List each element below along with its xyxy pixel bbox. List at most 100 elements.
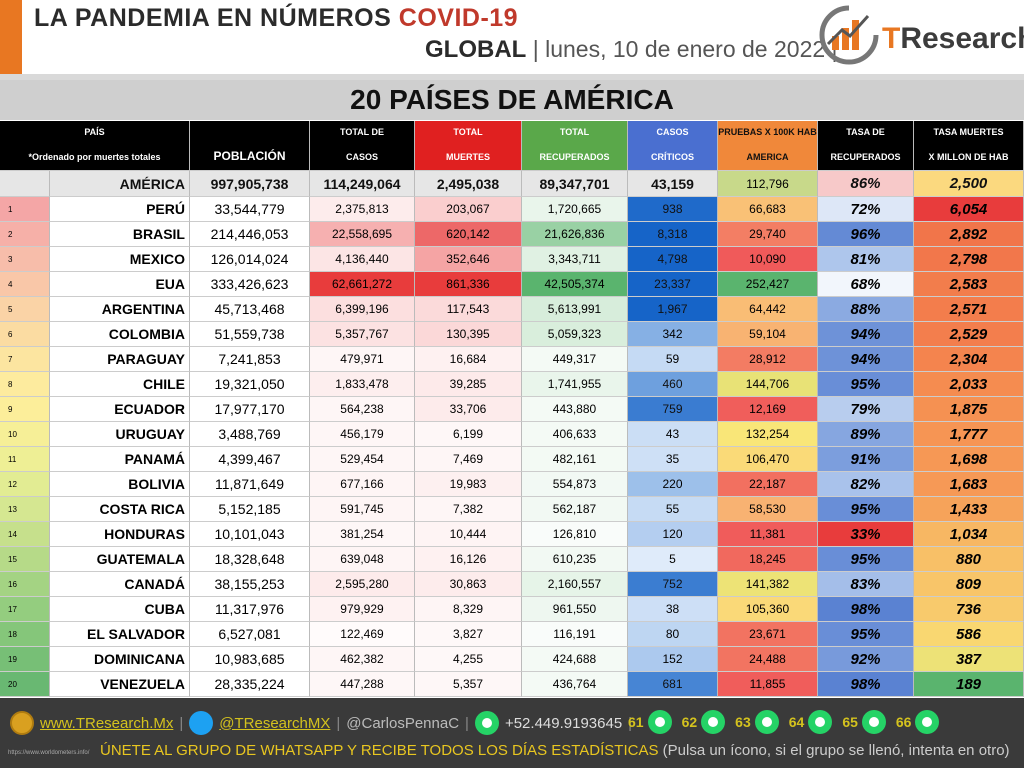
col-header-muertes: TOTAL MUERTES: [415, 121, 522, 171]
cell-recuperados: 482,161: [522, 447, 628, 472]
twitter-link[interactable]: @TResearchMX: [219, 714, 331, 732]
cell-tasa-m: 1,875: [914, 397, 1024, 422]
total-recuperados: 89,347,701: [522, 171, 628, 197]
col-header-casos-top: TOTAL DE: [339, 127, 384, 138]
col-header-tasa-rec: TASA DE RECUPERADOS: [818, 121, 914, 171]
whatsapp-group-63[interactable]: 63: [735, 710, 779, 734]
cell-rank: 7: [0, 347, 50, 372]
cell-pruebas: 66,683: [718, 197, 818, 222]
cell-criticos: 681: [628, 672, 718, 697]
footer-cta: ÚNETE AL GRUPO DE WHATSAPP Y RECIBE TODO…: [100, 742, 1010, 759]
col-header-poblacion-label: POBLACIÓN: [213, 149, 286, 164]
cell-criticos: 938: [628, 197, 718, 222]
whatsapp-group-64[interactable]: 64: [789, 710, 833, 734]
cell-tasa-rec: 88%: [818, 297, 914, 322]
col-header-pruebas-top: PRUEBAS X 100K HAB: [718, 127, 817, 138]
cell-criticos: 38: [628, 597, 718, 622]
whatsapp-group-66[interactable]: 66: [896, 710, 940, 734]
cell-poblacion: 6,527,081: [190, 622, 310, 647]
divider: [0, 74, 1024, 80]
cell-name: PARAGUAY: [50, 347, 190, 372]
whatsapp-group-65[interactable]: 65: [842, 710, 886, 734]
col-header-muertes-bottom: MUERTES: [445, 151, 490, 162]
cell-rank: 13: [0, 497, 50, 522]
cell-muertes: 130,395: [415, 322, 522, 347]
cell-tasa-rec: 94%: [818, 322, 914, 347]
cell-recuperados: 562,187: [522, 497, 628, 522]
cell-tasa-rec: 82%: [818, 472, 914, 497]
cell-pruebas: 11,381: [718, 522, 818, 547]
cell-poblacion: 45,713,468: [190, 297, 310, 322]
header-accent-strip: [0, 0, 22, 74]
whatsapp-icon: [808, 710, 833, 734]
source-url[interactable]: https://www.worldometers.info/: [8, 750, 90, 756]
cell-tasa-rec: 95%: [818, 497, 914, 522]
cell-pruebas: 105,360: [718, 597, 818, 622]
col-header-tasa-m-top: TASA MUERTES: [933, 127, 1004, 138]
cell-rank: 12: [0, 472, 50, 497]
globe-icon: [10, 711, 34, 735]
twitter-icon: [189, 711, 214, 735]
cell-name: CUBA: [50, 597, 190, 622]
cell-tasa-rec: 92%: [818, 647, 914, 672]
cell-poblacion: 28,335,224: [190, 672, 310, 697]
cell-poblacion: 17,977,170: [190, 397, 310, 422]
total-poblacion: 997,905,738: [190, 171, 310, 197]
cell-rank: 6: [0, 322, 50, 347]
cell-tasa-rec: 33%: [818, 522, 914, 547]
cta-text: ÚNETE AL GRUPO DE WHATSAPP Y RECIBE TODO…: [100, 742, 659, 759]
section-title-bar: 20 PAÍSES DE AMÉRICA: [0, 80, 1024, 120]
cell-tasa-rec: 96%: [818, 222, 914, 247]
whatsapp-icon: [861, 710, 886, 734]
col-header-tasa-m-bottom: X MILLON DE HAB: [928, 151, 1009, 162]
cell-pruebas: 58,530: [718, 497, 818, 522]
cell-rank: 20: [0, 672, 50, 697]
cell-criticos: 5: [628, 547, 718, 572]
footer-contacts: www.TResearch.Mx | @TResearchMX | @Carlo…: [10, 708, 632, 738]
cell-recuperados: 21,626,836: [522, 222, 628, 247]
cell-pruebas: 252,427: [718, 272, 818, 297]
cell-criticos: 55: [628, 497, 718, 522]
cell-casos: 1,833,478: [310, 372, 415, 397]
cell-criticos: 8,318: [628, 222, 718, 247]
cell-tasa-rec: 91%: [818, 447, 914, 472]
cell-poblacion: 38,155,253: [190, 572, 310, 597]
cell-tasa-m: 1,683: [914, 472, 1024, 497]
cell-rank: 18: [0, 622, 50, 647]
cell-pruebas: 28,912: [718, 347, 818, 372]
cell-criticos: 220: [628, 472, 718, 497]
tresearch-logo[interactable]: TResearch: [818, 4, 1024, 70]
website-link[interactable]: www.TResearch.Mx: [40, 714, 174, 732]
twitter-link-2[interactable]: @CarlosPennaC: [346, 714, 460, 732]
whatsapp-group-number: 65: [842, 714, 858, 730]
footer: www.TResearch.Mx | @TResearchMX | @Carlo…: [0, 698, 1024, 768]
cell-tasa-rec: 95%: [818, 372, 914, 397]
cell-casos: 529,454: [310, 447, 415, 472]
cell-tasa-m: 2,529: [914, 322, 1024, 347]
cell-pruebas: 106,470: [718, 447, 818, 472]
whatsapp-group-61[interactable]: 61: [628, 710, 672, 734]
cell-tasa-rec: 89%: [818, 422, 914, 447]
cell-muertes: 117,543: [415, 297, 522, 322]
cell-recuperados: 1,720,665: [522, 197, 628, 222]
cell-muertes: 7,469: [415, 447, 522, 472]
cell-criticos: 4,798: [628, 247, 718, 272]
cell-rank: 15: [0, 547, 50, 572]
cell-rank: 1: [0, 197, 50, 222]
cell-tasa-m: 1,777: [914, 422, 1024, 447]
cell-muertes: 16,126: [415, 547, 522, 572]
cell-tasa-m: 809: [914, 572, 1024, 597]
whatsapp-group-62[interactable]: 62: [682, 710, 726, 734]
cell-muertes: 352,646: [415, 247, 522, 272]
cell-criticos: 752: [628, 572, 718, 597]
cell-muertes: 19,983: [415, 472, 522, 497]
col-header-pruebas: PRUEBAS X 100K HAB AMERICA: [718, 121, 818, 171]
cell-tasa-rec: 95%: [818, 622, 914, 647]
cell-criticos: 35: [628, 447, 718, 472]
footer-sep: |: [628, 714, 633, 732]
cell-recuperados: 961,550: [522, 597, 628, 622]
phone-number[interactable]: +52.449.9193645: [504, 714, 623, 732]
whatsapp-group-number: 66: [895, 714, 912, 730]
cell-poblacion: 51,559,738: [190, 322, 310, 347]
cell-tasa-rec: 95%: [818, 547, 914, 572]
